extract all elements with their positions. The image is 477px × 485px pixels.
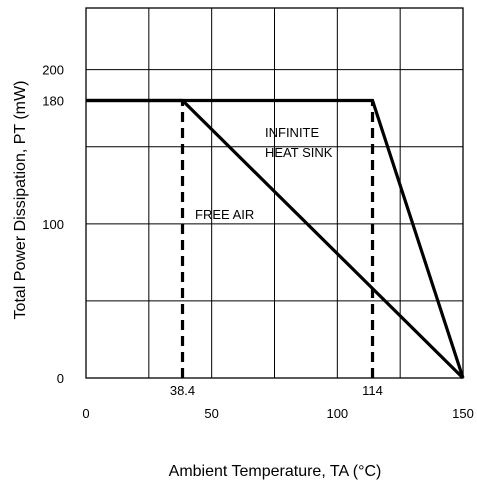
- series-lines: [86, 98, 465, 380]
- series-label-free-air: FREE AIR: [195, 207, 254, 222]
- reference-value-label: 114: [362, 383, 383, 398]
- reference-value-label: 38.4: [170, 383, 195, 398]
- y-tick-label: 0: [57, 371, 64, 386]
- plot-frame: [85, 7, 464, 379]
- x-tick-label: 50: [204, 406, 218, 421]
- series-label-infinite-heat-sink-line1: INFINITE: [265, 125, 319, 140]
- y-tick-label: 100: [42, 217, 64, 232]
- x-axis-label: Ambient Temperature, TA (°C): [169, 463, 382, 480]
- x-tick-label: 150: [452, 406, 474, 421]
- y-axis-label: Total Power Dissipation, PT (mW): [12, 81, 29, 320]
- series-label-infinite-heat-sink-line2: HEAT SINK: [265, 145, 333, 160]
- x-tick-label: 0: [82, 406, 89, 421]
- tick-labels: 38.4 114 0 50 100 150 0 100 180 200: [42, 63, 474, 421]
- x-tick-label: 100: [326, 406, 348, 421]
- reference-lines: [180, 100, 375, 378]
- y-tick-label: 180: [42, 94, 64, 109]
- y-tick-label: 200: [42, 63, 64, 78]
- series-line: [86, 98, 465, 380]
- grid: [86, 8, 463, 378]
